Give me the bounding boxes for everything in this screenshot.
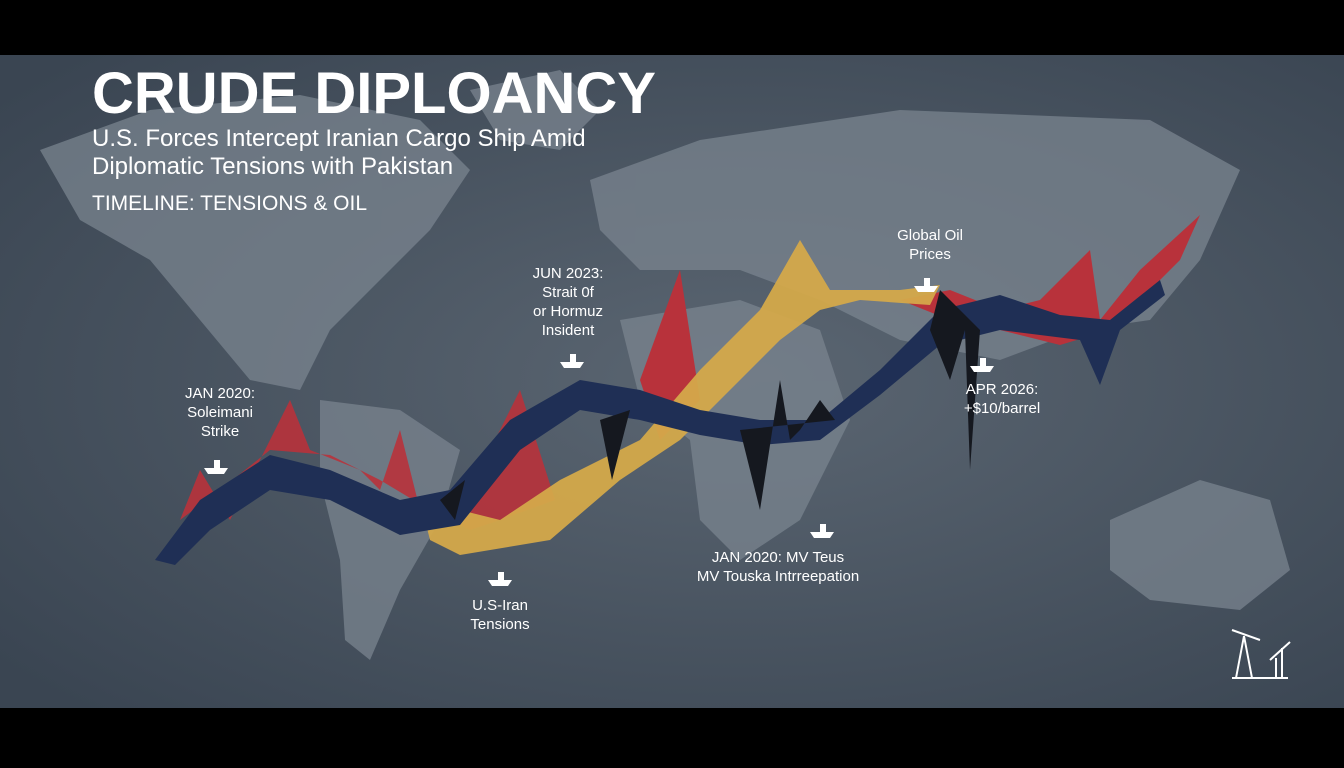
ship-icon [970,358,994,372]
subtitle: U.S. Forces Intercept Iranian Cargo Ship… [92,125,586,152]
red-ribbon-left [180,390,555,530]
title: CRUDE DIPLOANCY [92,61,656,126]
oil-rig-icon [1231,629,1291,679]
annotation-text: APR 2026: [966,381,1039,398]
annotation-text: JAN 2020: MV Teus [712,549,844,566]
ribbons [155,215,1200,565]
annotation-text: Insident [542,322,595,339]
annotation-text: JAN 2020: [185,385,255,402]
annotation-text: Tensions [470,616,529,633]
annotation-text: JUN 2023: [533,265,604,282]
ship-icon [560,354,584,368]
bottom-bar [0,708,1344,768]
greenland [470,70,600,150]
annotation-text: MV Touska Intrreepation [697,568,859,585]
annotation-text: Soleimani [187,404,253,421]
north-america [40,95,470,390]
yellow-ribbon [420,240,940,555]
ship-icon [914,278,938,292]
ship-icons [204,278,994,586]
annotation-text: U.S-Iran [472,597,528,614]
annotation-text: Strike [201,423,239,440]
navy-ribbon [155,280,1165,565]
ship-icon [488,572,512,586]
ship-icon [810,524,834,538]
annotation-text: Prices [909,246,951,263]
section-label: TIMELINE: TENSIONS & OIL [92,192,367,215]
annotation-text: Strait 0f [542,284,595,301]
subtitle: Diplomatic Tensions with Pakistan [92,153,453,180]
top-bar [0,0,1344,55]
australia [1110,480,1290,610]
ship-icon [204,460,228,474]
annotation-text: +$10/barrel [964,400,1040,417]
annotation-text: or Hormuz [533,303,603,320]
annotation-text: Global Oil [897,227,963,244]
oil-rig [1231,629,1291,679]
